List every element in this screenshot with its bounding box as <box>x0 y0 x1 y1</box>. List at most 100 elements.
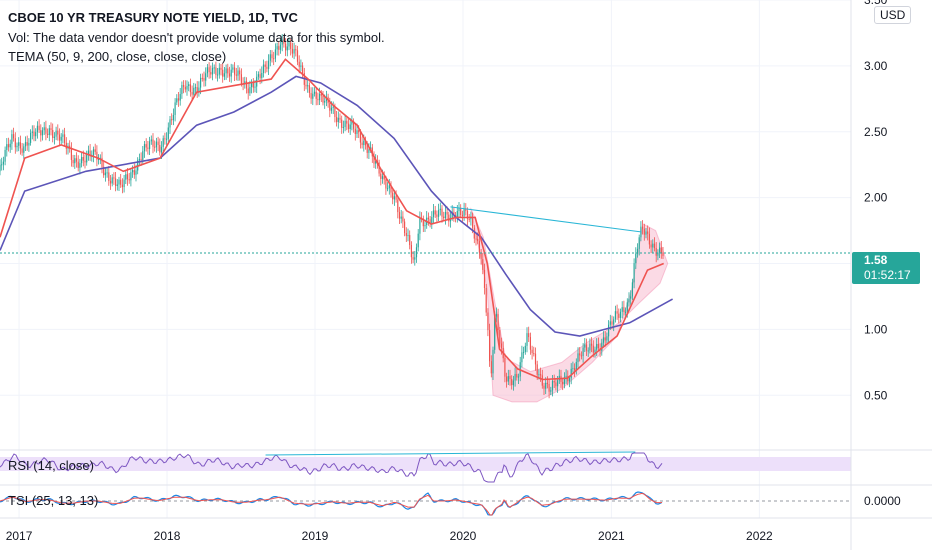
candle-body <box>279 44 282 50</box>
candle-body <box>179 94 181 101</box>
rsi-trend-line[interactable] <box>265 451 636 456</box>
candle-body <box>613 319 615 325</box>
candle-body <box>344 120 346 127</box>
candle-body <box>65 142 67 149</box>
candle-body <box>349 124 351 130</box>
candle-body <box>228 73 231 77</box>
candle-body <box>138 158 140 161</box>
candle-body <box>444 212 446 219</box>
candle-body <box>312 93 314 99</box>
candle-body <box>75 158 78 162</box>
candle-body <box>616 311 618 314</box>
candle-body <box>390 185 392 193</box>
candle-body <box>135 170 137 175</box>
candle-body <box>500 343 503 349</box>
candle-body <box>621 307 623 312</box>
candle-body <box>633 263 635 283</box>
rsi-label[interactable]: RSI (14, close) <box>8 458 94 473</box>
candle-body <box>536 364 538 375</box>
candle-body <box>210 72 212 75</box>
candle-body <box>104 172 106 176</box>
candle-body <box>64 134 66 143</box>
candle-body <box>364 140 367 146</box>
candle-body <box>45 127 47 134</box>
candle-body <box>490 361 492 374</box>
candle-body <box>456 211 458 218</box>
candle-body <box>189 84 191 93</box>
candle-body <box>562 381 564 385</box>
candle-body <box>315 91 317 99</box>
candle-body <box>154 146 156 148</box>
candle-body <box>89 150 91 157</box>
candle-body <box>594 349 596 353</box>
candle-body <box>534 353 537 365</box>
candle-body <box>7 144 10 148</box>
candle-body <box>458 208 460 212</box>
candle-body <box>113 177 115 179</box>
candle-body <box>657 252 659 256</box>
candle-body <box>268 60 270 69</box>
tsi-label[interactable]: TSI (25, 13, 13) <box>8 493 99 508</box>
candle-body <box>247 88 249 94</box>
candle-body <box>334 106 336 117</box>
candle-body <box>152 139 154 147</box>
candle-body <box>9 143 11 148</box>
trend-line[interactable] <box>450 206 642 233</box>
candle-body <box>582 347 584 357</box>
candle-body <box>38 125 40 131</box>
candle-body <box>347 123 350 130</box>
candle-body <box>62 134 64 137</box>
chart-title: CBOE 10 YR TREASURY NOTE YIELD, 1D, TVC <box>8 10 298 25</box>
candle-body <box>606 336 608 341</box>
candle-body <box>230 69 232 77</box>
candle-body <box>659 247 661 253</box>
candle-body <box>619 311 622 318</box>
candle-body <box>290 42 292 49</box>
candle-body <box>485 287 487 313</box>
candle-body <box>167 127 169 139</box>
candle-body <box>169 119 171 128</box>
candle-body <box>551 381 554 391</box>
candle-body <box>511 379 513 386</box>
candle-body <box>647 231 649 234</box>
candle-body <box>346 120 348 124</box>
candle-body <box>432 210 435 218</box>
candle-body <box>356 130 358 134</box>
candle-body <box>460 208 462 215</box>
volume-note: Vol: The data vendor doesn't provide vol… <box>8 30 385 45</box>
candle-body <box>443 216 445 219</box>
candle-body <box>572 368 574 370</box>
candle-body <box>296 50 299 62</box>
candle-body <box>184 86 186 90</box>
candle-body <box>380 173 382 179</box>
candle-body <box>60 136 62 141</box>
candle-body <box>16 145 18 148</box>
y-tick-label: 1.00 <box>864 322 888 336</box>
candle-body <box>41 130 44 136</box>
candle-body <box>565 375 567 378</box>
candle-body <box>336 116 338 123</box>
tsi-signal-line <box>0 492 663 516</box>
candle-body <box>568 378 571 382</box>
candle-body <box>130 172 132 181</box>
candle-body <box>358 130 360 133</box>
currency-button[interactable]: USD <box>874 6 912 24</box>
candle-body <box>269 54 271 61</box>
candle-body <box>506 376 508 382</box>
candle-body <box>245 81 248 89</box>
candle-body <box>87 150 89 155</box>
indicator-legend[interactable]: TEMA (50, 9, 200, close, close, close) <box>8 49 227 64</box>
candle-body <box>441 208 443 217</box>
candle-body <box>341 119 343 128</box>
candle-body <box>103 166 105 176</box>
candle-body <box>473 227 475 239</box>
candle-body <box>223 73 225 77</box>
candle-body <box>540 374 542 376</box>
candle-body <box>273 58 275 60</box>
candle-body <box>150 139 152 142</box>
candle-body <box>0 164 1 172</box>
candle-body <box>213 67 215 69</box>
candle-body <box>108 172 110 181</box>
candle-body <box>463 209 465 216</box>
